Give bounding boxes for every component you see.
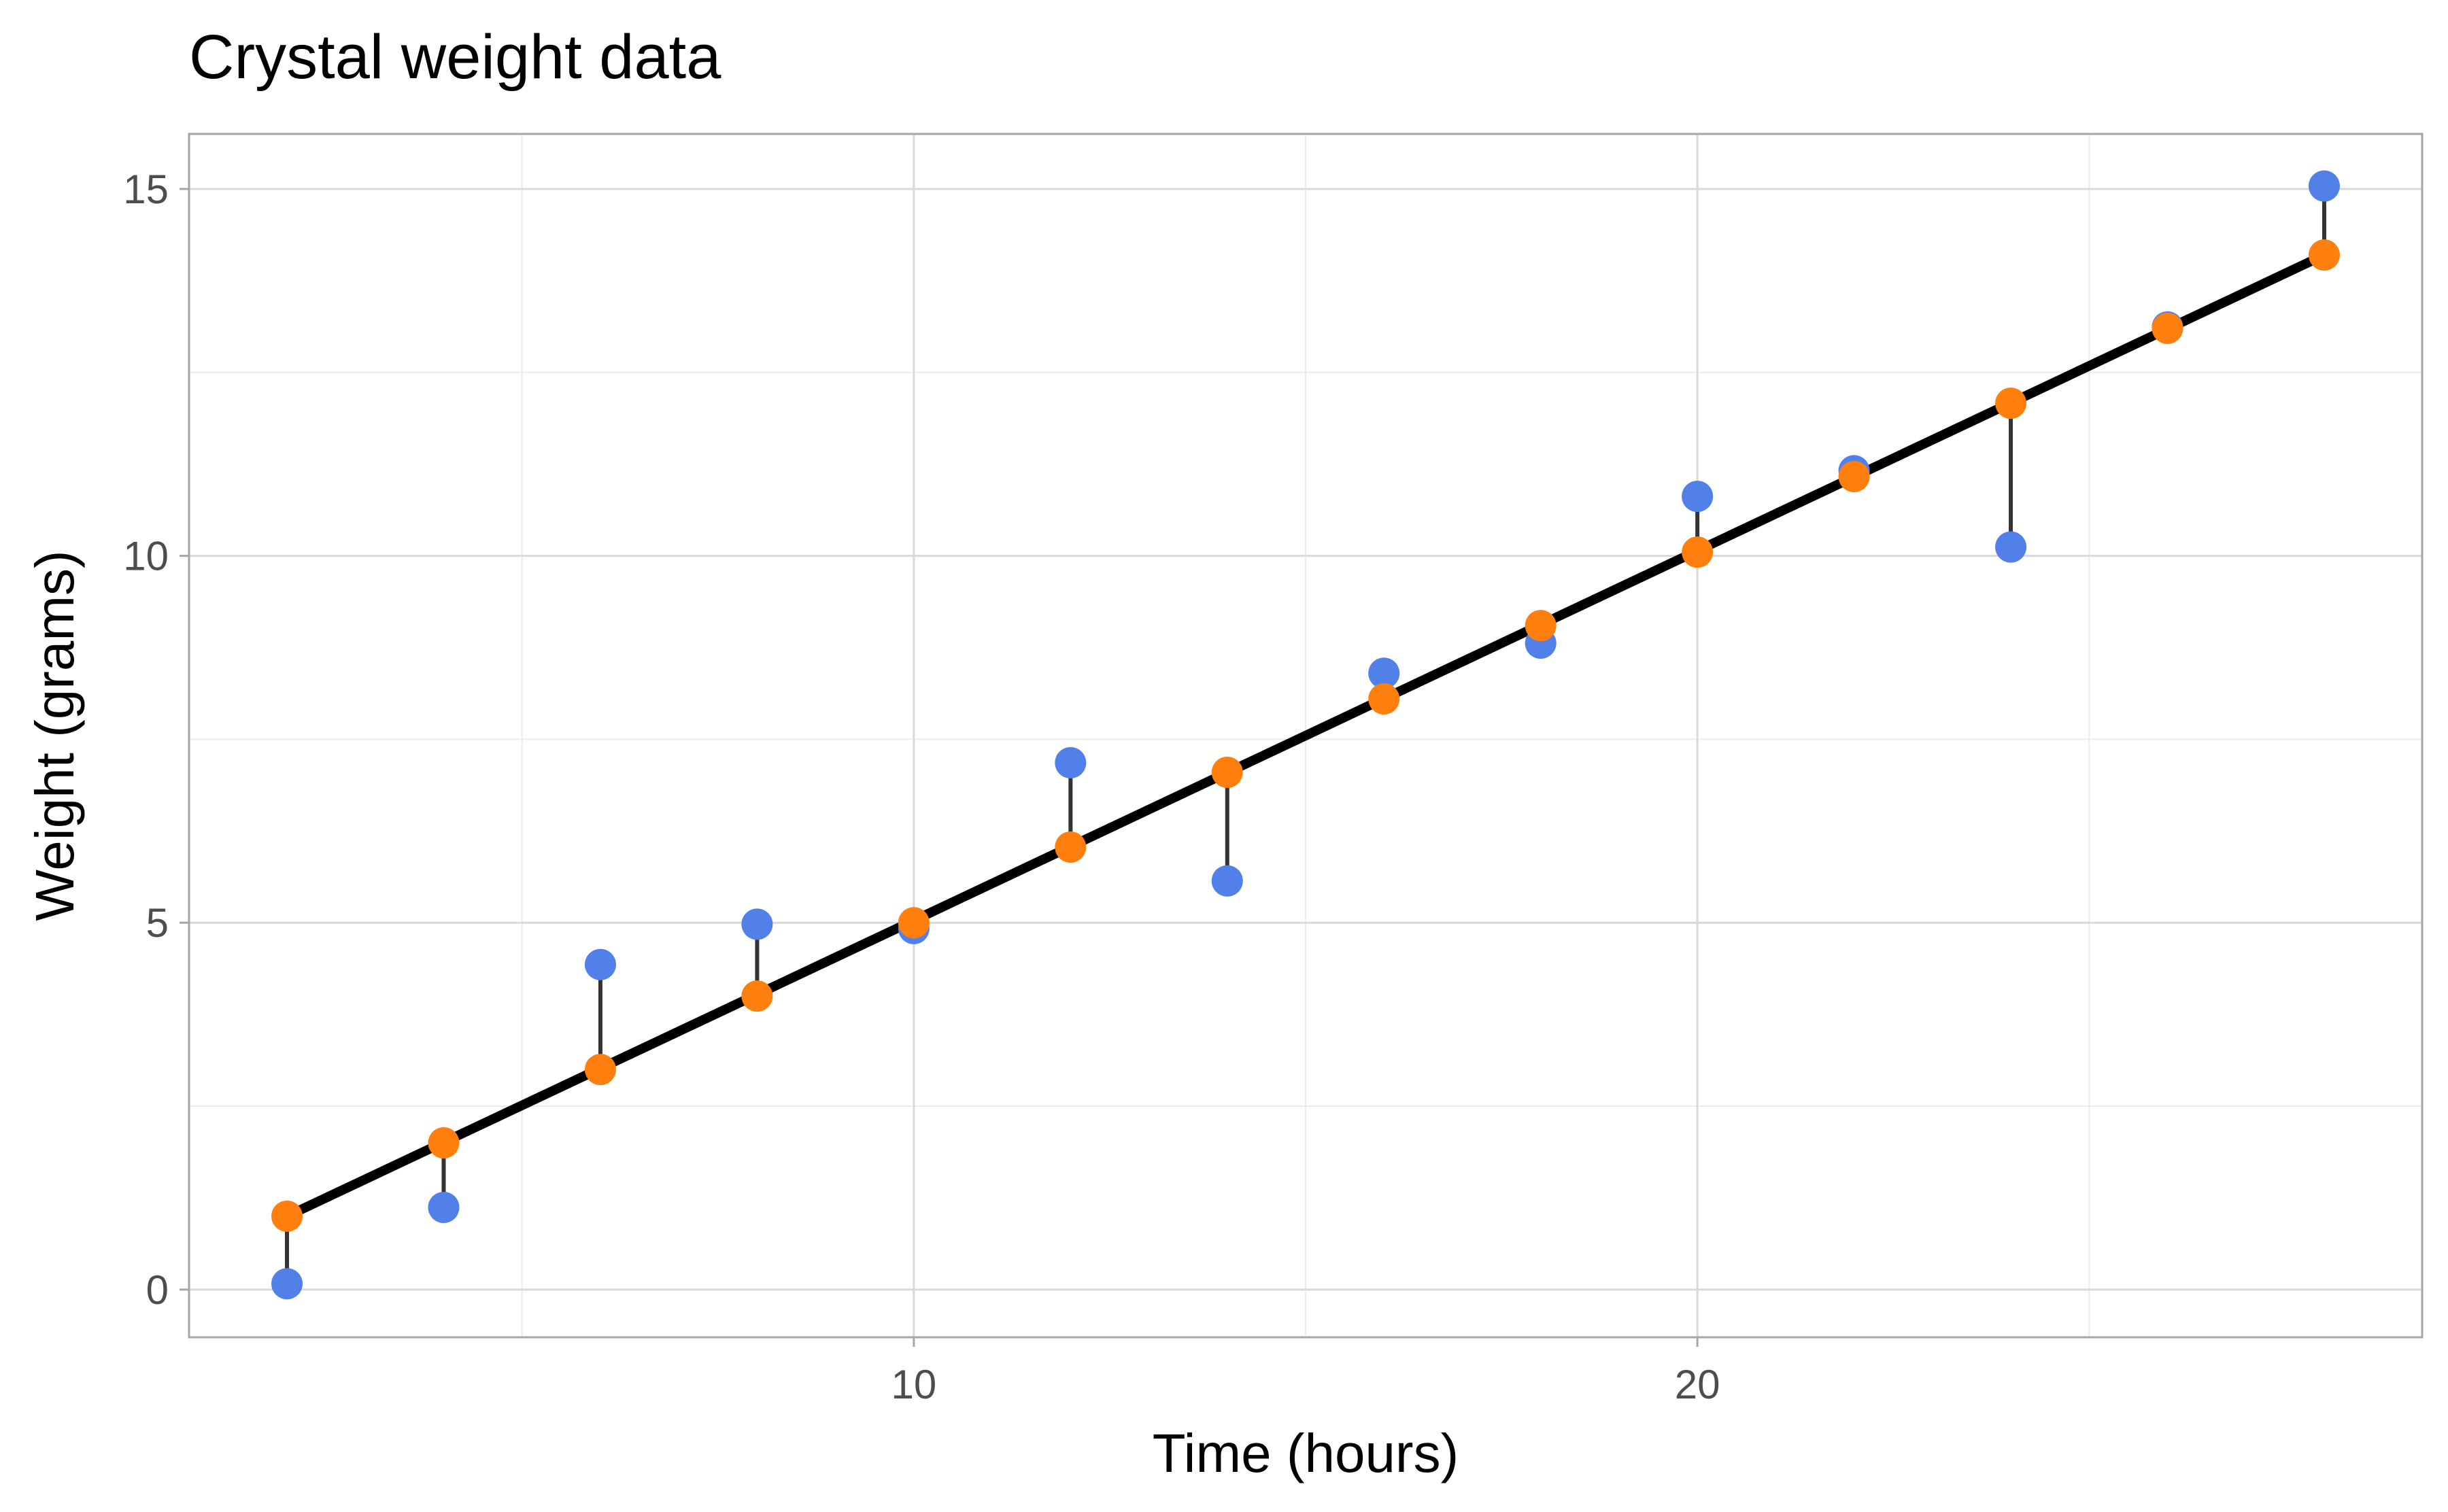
fitted-point <box>898 907 930 939</box>
fitted-point <box>1211 756 1243 788</box>
fitted-point <box>1682 536 1714 568</box>
x-tick-label: 10 <box>891 1362 936 1407</box>
y-tick-label: 5 <box>146 900 169 946</box>
observed-point <box>1682 481 1714 513</box>
plot-panel-border <box>188 133 2424 1339</box>
y-tick-label: 0 <box>146 1267 169 1313</box>
fitted-point <box>2152 313 2183 345</box>
fitted-point <box>1368 683 1400 715</box>
observed-point <box>1995 531 2027 563</box>
observed-point <box>428 1191 460 1223</box>
x-tick-label: 20 <box>1675 1362 1720 1407</box>
fitted-point <box>1838 461 1870 493</box>
axis-ticks: 10 20 0 5 10 15 <box>123 167 1720 1407</box>
fitted-point <box>2308 239 2340 271</box>
fitted-point <box>1995 388 2027 419</box>
observed-point <box>271 1268 303 1300</box>
y-tick-label: 10 <box>123 534 169 579</box>
fitted-point <box>741 980 773 1012</box>
fitted-point <box>1055 831 1087 863</box>
observed-point <box>2308 170 2340 202</box>
fit-line <box>282 250 2329 1221</box>
observed-point <box>1211 865 1243 897</box>
fitted-points <box>271 239 2340 1232</box>
chart-title: Crystal weight data <box>189 22 721 92</box>
observed-point <box>1368 657 1400 689</box>
fitted-point <box>1525 610 1557 642</box>
fitted-point <box>428 1127 460 1158</box>
observed-point <box>584 948 616 980</box>
x-axis-title: Time (hours) <box>1153 1423 1459 1483</box>
fit-line-group <box>282 250 2329 1221</box>
observed-point <box>741 908 773 940</box>
fitted-point <box>584 1054 616 1086</box>
observed-point <box>1055 746 1087 778</box>
y-axis-title: Weight (grams) <box>24 550 85 921</box>
y-tick-label: 15 <box>123 167 169 212</box>
fitted-point <box>271 1200 303 1232</box>
